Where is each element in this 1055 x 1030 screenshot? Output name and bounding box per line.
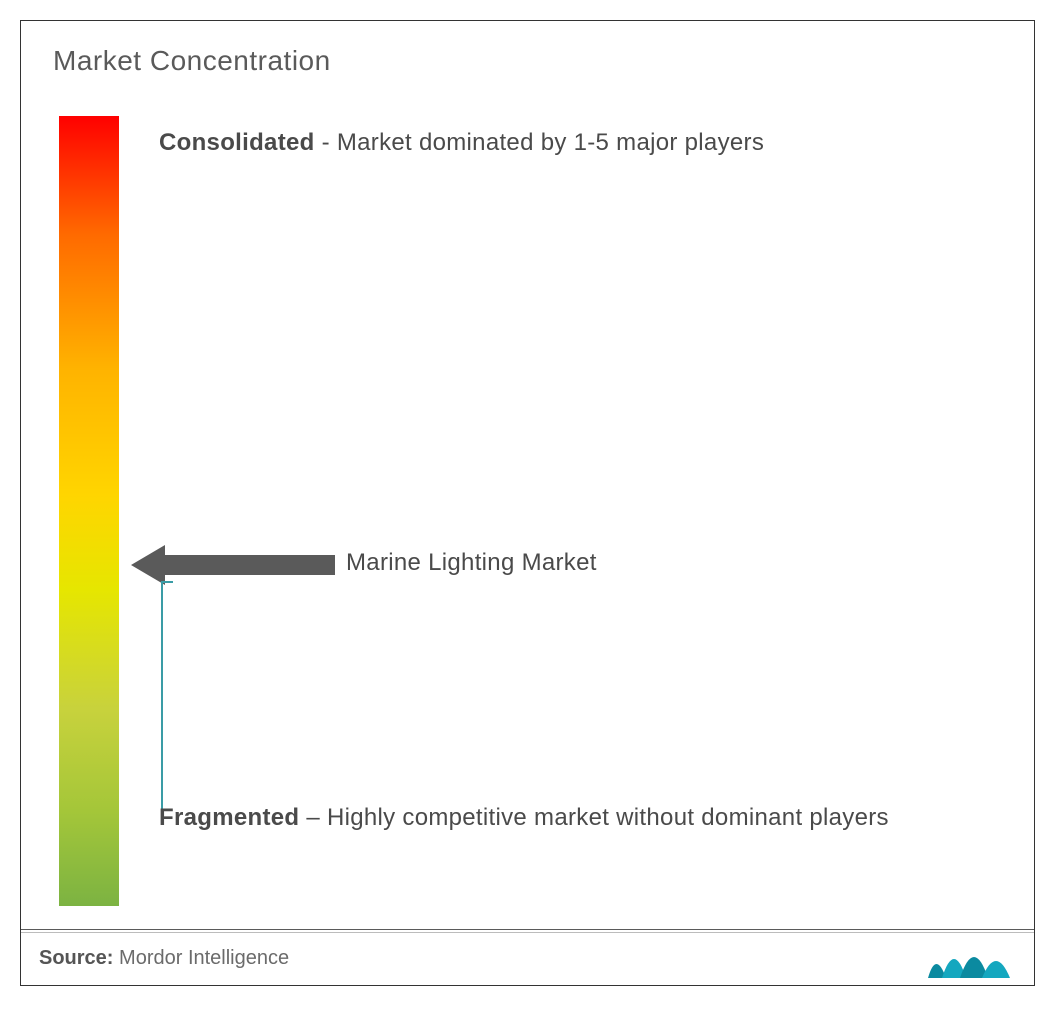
fragmented-text: – Highly competitive market without domi… xyxy=(299,804,889,831)
fragmented-label: Fragmented – Highly competitive market w… xyxy=(159,796,979,839)
consolidated-bold: Consolidated xyxy=(159,129,315,156)
chart-card: Market Concentration Consolidated - Mark… xyxy=(20,20,1035,986)
source-value: Mordor Intelligence xyxy=(119,947,289,969)
chart-title: Market Concentration xyxy=(21,21,1034,77)
fragmented-bold: Fragmented xyxy=(159,804,299,831)
footer: Source: Mordor Intelligence xyxy=(21,929,1034,985)
mordor-logo-icon xyxy=(928,940,1012,978)
consolidated-text: - Market dominated by 1-5 major players xyxy=(315,129,765,156)
consolidated-label: Consolidated - Market dominated by 1-5 m… xyxy=(159,121,979,164)
source-label: Source: xyxy=(39,947,113,969)
guide-line xyxy=(161,581,163,811)
concentration-gradient-bar xyxy=(59,116,119,906)
source-text: Source: Mordor Intelligence xyxy=(39,947,289,970)
footer-inner: Source: Mordor Intelligence xyxy=(21,932,1034,984)
market-name-label: Marine Lighting Market xyxy=(346,541,597,584)
